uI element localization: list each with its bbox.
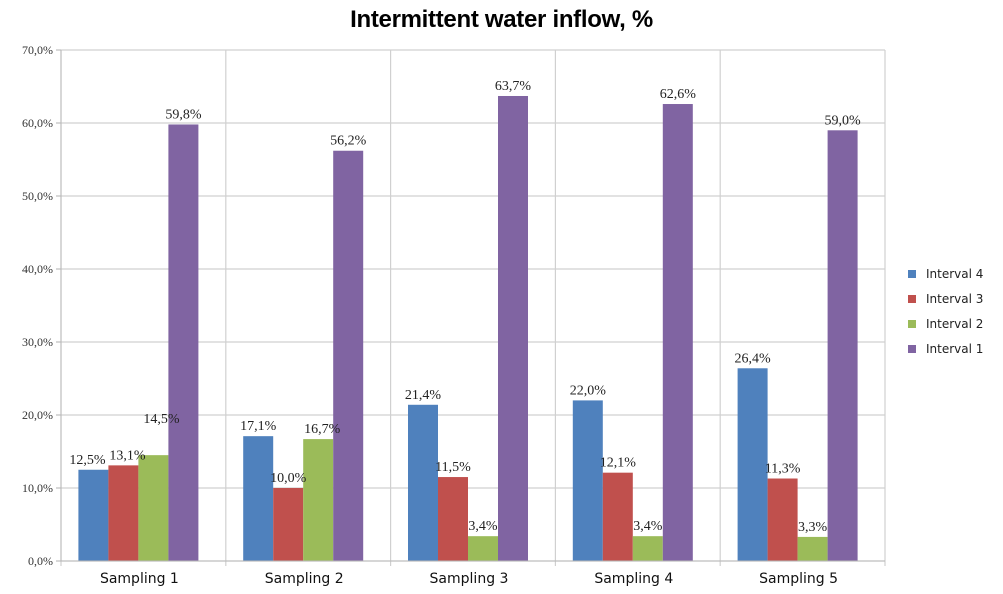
ytick-label: 20,0% [22,408,53,422]
legend-label: Interval 4 [926,267,983,281]
bar-interval-4 [78,469,109,561]
xtick-label: Sampling 5 [759,571,838,587]
data-label: 22,0% [570,383,607,398]
data-label: 16,7% [304,422,341,437]
bar-interval-3 [273,488,304,561]
data-label: 21,4% [405,388,442,403]
legend-swatch [908,270,916,278]
bar-interval-1 [662,104,693,562]
bar-interval-4 [737,368,768,561]
data-label: 56,2% [330,134,367,149]
bar-interval-1 [333,150,364,562]
legend-swatch [908,320,916,328]
xtick-label: Sampling 4 [594,571,673,587]
bar-interval-2 [468,536,498,561]
data-label: 59,8% [165,107,202,122]
axes: 0,0% 10,0% 20,0% 30,0% 40,0% 50,0% 60,0% 70,0% S… [22,43,885,587]
data-label: 12,5% [69,453,106,468]
bar-interval-4 [243,436,274,561]
xtick-label: Sampling 3 [430,571,509,587]
data-label: 11,5% [435,460,471,475]
data-label: 3,3% [798,520,828,535]
data-label: 3,4% [468,519,498,534]
data-label: 3,4% [633,519,663,534]
data-label: 26,4% [735,351,772,366]
legend-label: Interval 3 [926,292,983,306]
bar-interval-2 [138,455,169,561]
bar-interval-3 [602,472,633,561]
data-label: 17,1% [240,419,277,434]
ytick-label: 10,0% [22,481,53,495]
data-label: 63,7% [495,79,532,94]
data-labels: 12,5% 17,1% 21,4% 22,0% 26,4% 13,1% 10,0% 11,5%… [69,79,861,535]
data-label: 14,5% [143,412,180,427]
chart-title: Intermittent water inflow, % [350,6,653,33]
ytick-label: 50,0% [22,189,53,203]
ytick-label: 70,0% [22,43,53,57]
bar-interval-2 [632,536,663,561]
bar-interval-2 [303,439,334,561]
bar-interval-2 [797,536,828,561]
bars [78,95,858,562]
ytick-label: 0,0% [28,554,53,568]
legend-label: Interval 2 [926,317,983,331]
xtick-label: Sampling 2 [265,571,344,587]
bar-interval-3 [438,477,468,561]
legend: Interval 4 Interval 3 Interval 2 Interval 1 [908,267,983,356]
ytick-label: 30,0% [22,335,53,349]
data-label: 62,6% [660,87,697,102]
legend-label: Interval 1 [926,342,983,356]
data-label: 11,3% [765,462,801,477]
data-label: 12,1% [600,456,637,471]
ytick-label: 40,0% [22,262,53,276]
bar-interval-1 [498,95,528,562]
xtick-label: Sampling 1 [100,571,179,587]
data-label: 59,0% [825,113,862,128]
legend-swatch [908,345,916,353]
legend-swatch [908,295,916,303]
bar-interval-3 [108,465,139,561]
ytick-label: 60,0% [22,116,53,130]
data-label: 13,1% [109,448,146,463]
bar-interval-1 [168,124,199,562]
bar-interval-4 [408,404,438,561]
bar-interval-4 [572,400,603,561]
bar-interval-3 [767,478,798,561]
bar-interval-1 [827,130,858,562]
data-label: 10,0% [270,471,307,486]
